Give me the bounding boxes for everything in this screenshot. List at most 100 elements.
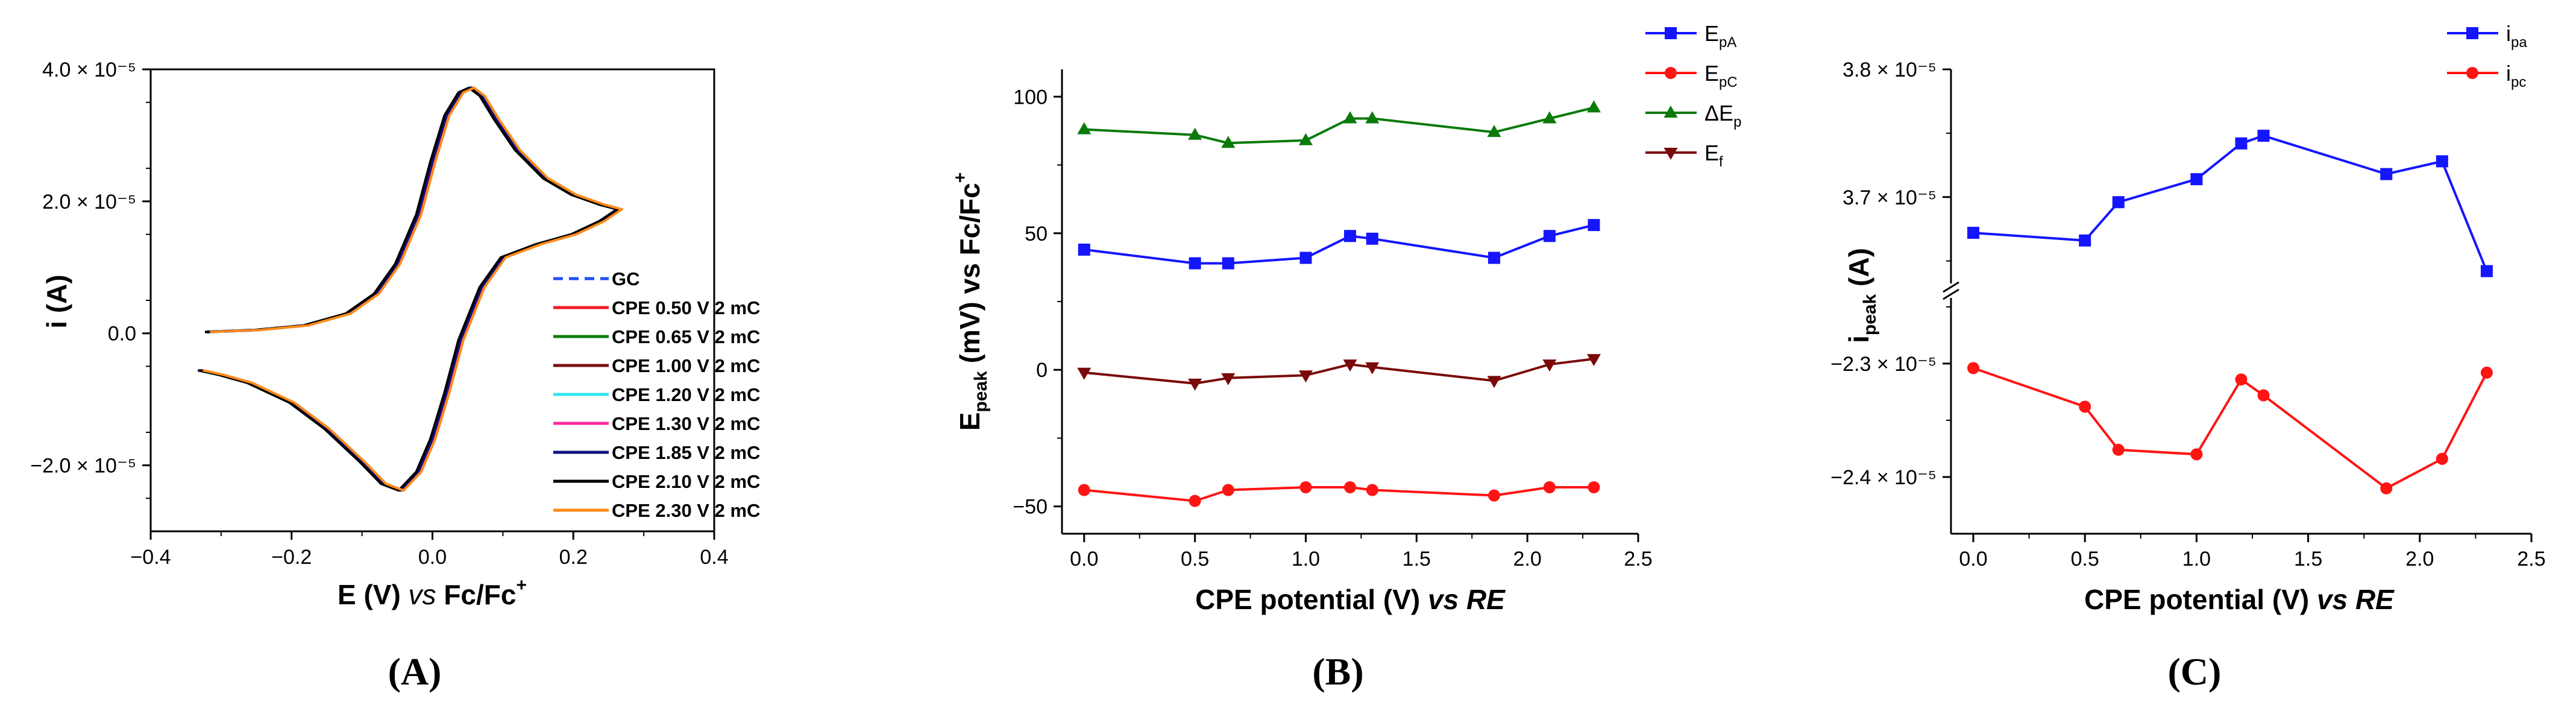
panel-b-y-axis-label: Epeak (mV) vs Fc/Fc+ [950,172,991,431]
legend-subscript: pc [2511,74,2526,90]
data-point-pA [1222,257,1234,270]
panel-a-x-axis: −0.4 −0.2 0.0 0.2 0.4 [130,531,729,569]
x-tick-label: 0.4 [700,546,728,569]
x-tick-label: 1.0 [2182,548,2211,571]
legend-label: Ef [1704,141,1723,170]
data-point-pc [2079,400,2091,413]
x-tick-label: 2.0 [1513,548,1542,571]
panel-b-y-axis: −50 0 50 100 [1013,86,1062,519]
data-point-pc [1967,362,1980,375]
data-point-pc [2257,389,2270,402]
panel-a: −0.4 −0.2 0.0 0.2 0.4 4.0 × 10⁻⁵ 2.0 × 10⁻⁵ 0.… [30,58,760,693]
y-tick-label: 3.7 × 10⁻⁵ [1842,186,1937,209]
data-point-pa [2079,234,2091,247]
data-point-p [1298,133,1313,145]
data-point-pA [1588,219,1600,232]
data-point-p [1221,136,1236,148]
data-point-p [1542,111,1557,124]
data-point-f [1298,370,1313,383]
data-point-pC [1588,481,1600,493]
data-point-pA [1344,230,1356,242]
data-point-f [1221,373,1236,385]
y-tick-label: 0 [1036,359,1048,382]
axis-break-marker [1943,281,1959,300]
legend-marker [1663,106,1678,118]
legend-label: EpA [1704,21,1736,51]
data-point-pa [2380,168,2393,180]
legend-subscript: pa [2511,34,2527,51]
data-point-p [1365,111,1380,124]
data-point-pC [1543,481,1556,493]
series-line-pc [1973,367,2488,490]
panel-a-cv-curves [197,86,623,492]
panel-c-series [1967,130,2493,495]
panel-a-y-axis-label: i (A) [41,274,72,328]
data-point-p [1077,122,1092,134]
data-point-p [1188,127,1202,140]
data-point-pa [2436,155,2448,168]
x-tick-label: −0.4 [130,546,171,569]
data-point-pa [2480,265,2493,277]
legend-marker [2466,27,2478,39]
legend-subscript: pC [1719,74,1738,90]
y-tick-label: 100 [1013,86,1048,109]
data-point-pc [2112,443,2125,456]
x-tick-label: 2.0 [2405,548,2434,571]
legend-marker [1665,67,1677,79]
x-tick-label: 1.0 [1292,548,1320,571]
y-tick-label: 3.8 × 10⁻⁵ [1842,58,1937,81]
data-point-pC [1488,489,1500,502]
cv-curve-gc [199,86,621,492]
series-line-pa [1973,134,2488,272]
panel-c-y-axis-label: ipeak (A) [1843,248,1880,343]
legend-label: CPE 2.30 V 2 mC [612,500,760,521]
data-point-pa [2190,173,2203,186]
legend-label: EpC [1704,61,1738,90]
data-point-f [1542,359,1557,372]
data-point-f [1343,359,1357,372]
panel-b-x-axis: 0.0 0.5 1.0 1.5 2.0 2.5 [1070,534,1653,571]
y-tick-label: −2.4 × 10⁻⁵ [1830,466,1937,489]
x-tick-label: 1.5 [1403,548,1431,571]
cv-curve-cpe-7 [197,86,618,492]
data-point-p [1487,125,1501,138]
y-tick-label: −50 [1013,496,1048,519]
data-point-pc [2380,482,2393,495]
data-point-pc [2436,452,2448,465]
y-tick-label: −2.3 × 10⁻⁵ [1830,353,1937,376]
data-point-f [1487,376,1501,388]
legend-label: CPE 0.65 V 2 mC [612,326,760,347]
cv-curve-cpe-5 [201,86,623,492]
cv-curve-cpe-1 [201,86,622,492]
x-tick-label: −0.2 [271,546,312,569]
panel-b-x-axis-label: CPE potential (V) vs RE [1195,584,1506,615]
legend-subscript: f [1719,154,1723,170]
legend-label: CPE 1.20 V 2 mC [612,384,760,405]
legend-label: CPE 0.50 V 2 mC [612,297,760,318]
panel-a-label: (A) [388,650,442,693]
series-line-f [1084,358,1594,385]
data-point-pa [1967,227,1980,239]
x-tick-label: 2.5 [1624,548,1652,571]
legend-marker [2466,67,2478,79]
x-tick-label: 0.5 [1181,548,1209,571]
data-point-pa [2112,196,2125,209]
panel-c-x-axis-label: CPE potential (V) vs RE [2084,584,2395,615]
panel-c: 0.0 0.5 1.0 1.5 2.0 2.5 3.8 × 10⁻⁵ 3.7 × 10⁻⁵ −… [1830,21,2545,693]
data-point-pa [2257,130,2270,142]
data-point-pC [1189,495,1201,507]
cv-curve-cpe-2 [198,86,619,492]
x-tick-label: 0.0 [1959,548,1987,571]
y-tick-label: 2.0 × 10⁻⁵ [42,191,136,213]
legend-label: CPE 2.10 V 2 mC [612,471,760,492]
panel-c-x-axis: 0.0 0.5 1.0 1.5 2.0 2.5 [1959,534,2546,571]
data-point-pA [1488,251,1500,264]
x-tick-label: 1.5 [2294,548,2322,571]
panel-b-series [1077,100,1601,507]
data-point-pA [1366,232,1378,245]
y-tick-label: 0.0 [108,323,136,346]
panel-a-legend: GC CPE 0.50 V 2 mC CPE 0.65 V 2 mC CPE 1.00… [553,268,760,521]
panel-b: 0.0 0.5 1.0 1.5 2.0 2.5 −50 0 50 100 EpA EpC ΔEp Ef… [950,21,1741,693]
series-line-pC [1084,486,1594,502]
